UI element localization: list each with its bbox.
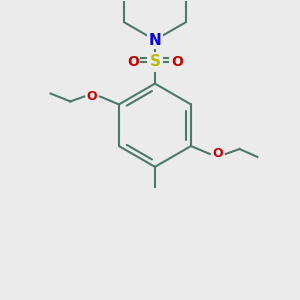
Text: S: S bbox=[149, 54, 161, 69]
Text: O: O bbox=[127, 55, 139, 69]
Text: N: N bbox=[148, 32, 161, 47]
Text: O: O bbox=[87, 90, 98, 103]
Text: O: O bbox=[212, 148, 223, 160]
Text: O: O bbox=[171, 55, 183, 69]
